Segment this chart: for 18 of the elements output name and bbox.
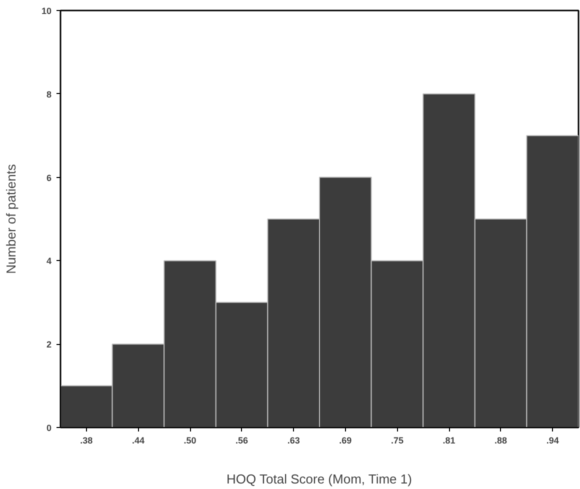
y-tick-label: 8 [46, 89, 52, 100]
x-tick-label: .88 [494, 436, 508, 446]
x-tick-label: .44 [132, 436, 144, 446]
y-tick-label: 6 [46, 172, 52, 183]
x-tick-label: .81 [442, 436, 456, 446]
y-tick-label: 2 [46, 340, 52, 350]
y-tick-label: 0 [46, 423, 52, 433]
x-tick-label: .63 [287, 436, 300, 446]
x-tick-label: .94 [546, 436, 559, 446]
y-tick-label: 10 [41, 6, 52, 16]
x-axis-title: HOQ Total Score (Mom, Time 1) [226, 472, 412, 486]
x-tick-label: .50 [184, 436, 196, 446]
y-axis-title: Number of patients [3, 164, 18, 274]
x-tick-label: .75 [390, 436, 404, 446]
x-tick-label: .56 [236, 436, 248, 446]
y-tick-label: 4 [46, 256, 52, 266]
x-tick-label: .69 [339, 436, 352, 446]
x-tick-label: .38 [80, 436, 93, 446]
